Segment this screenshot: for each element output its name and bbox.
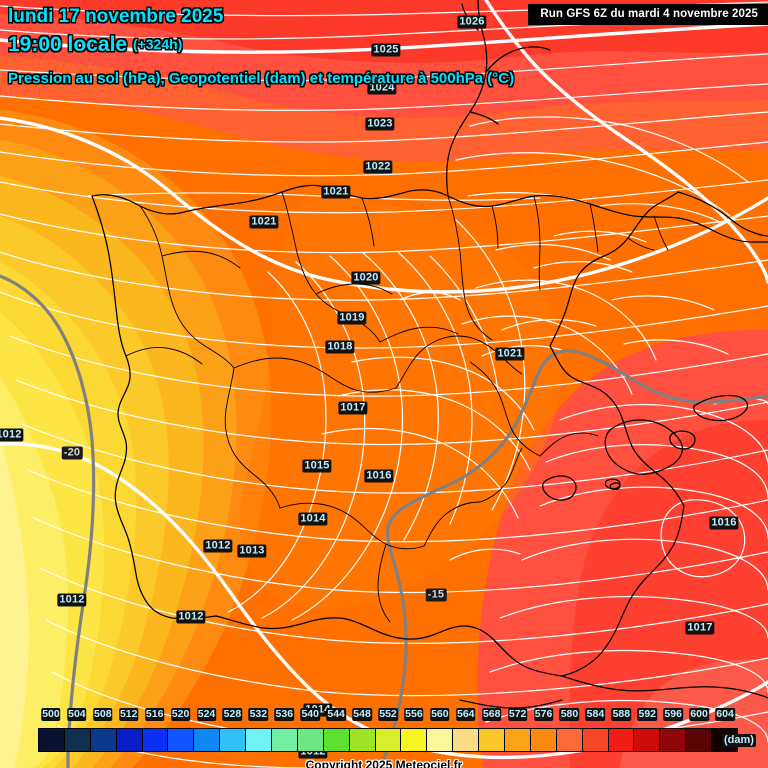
colorbar-tick: 560	[430, 708, 450, 721]
colorbar-tick: 568	[481, 708, 502, 721]
colorbar-swatch	[39, 729, 65, 751]
colorbar-swatch	[427, 729, 454, 751]
isobar-label: 1026	[457, 15, 487, 29]
colorbar-tick: 508	[93, 708, 113, 721]
colorbar-tick: 576	[533, 708, 554, 721]
colorbar-tick: 504	[67, 708, 87, 721]
colorbar-swatch	[246, 729, 273, 751]
isobar-label: 1018	[325, 340, 355, 354]
isobar-label: 1019	[337, 311, 367, 325]
colorbar-swatch	[116, 729, 143, 751]
isobar-label: 1013	[237, 544, 267, 558]
colorbar-tick: 520	[170, 708, 191, 721]
colorbar-tick: 516	[144, 708, 165, 721]
isobar-label: 1023	[365, 117, 395, 131]
parameters-line: Pression au sol (hPa), Geopotentiel (dam…	[8, 70, 515, 87]
colorbar-swatch	[556, 729, 583, 751]
isobar-label: 1021	[495, 347, 525, 361]
colorbar-swatch	[479, 729, 506, 751]
colorbar-tick: 584	[585, 708, 606, 721]
isobar-label: 1016	[709, 516, 739, 530]
colorbar-tick: 552	[378, 708, 398, 721]
colorbar-swatch	[168, 729, 195, 751]
colorbar-swatch	[530, 729, 557, 751]
isobar-label: 1017	[685, 621, 715, 635]
colorbar-tick: 580	[559, 708, 580, 721]
colorbar-swatch	[686, 729, 713, 751]
isobar-label: 1012	[203, 539, 233, 553]
colorbar-tick: 572	[507, 708, 528, 721]
colorbar-swatch	[660, 729, 687, 751]
colorbar-swatch	[297, 729, 324, 751]
isobar-label: 1012	[57, 593, 87, 607]
colorbar-tick: 604	[715, 708, 735, 721]
colorbar-swatch	[142, 729, 169, 751]
isobar-label: 1012	[176, 610, 206, 624]
colorbar-swatch	[582, 729, 609, 751]
colorbar-tick: 564	[456, 708, 476, 721]
temperature-zone-iberia-interior	[239, 199, 562, 610]
geopotential-label: -15	[425, 588, 447, 602]
colorbar-tick: 592	[637, 708, 658, 721]
colorbar-tick: 524	[196, 708, 217, 721]
colorbar-tick: 548	[352, 708, 372, 721]
colorbar-tick: 532	[248, 708, 269, 721]
geopotential-label: -20	[61, 446, 83, 460]
isobar-label: 1024	[367, 81, 397, 95]
colorbar-swatch	[401, 729, 428, 751]
isobar-label: 1014	[298, 512, 328, 526]
colorbar-swatch	[90, 729, 117, 751]
isobar-label: 1012	[0, 428, 24, 442]
isobar-label: 1021	[249, 215, 279, 229]
colorbar-swatch	[323, 729, 350, 751]
colorbar-swatch	[349, 729, 376, 751]
isobar-label: 1016	[364, 469, 394, 483]
forecast-date-line: lundi 17 novembre 2025	[8, 6, 224, 27]
colorbar-tick: 596	[663, 708, 683, 721]
colorbar-tick: 512	[118, 708, 139, 721]
isobar-label: 1025	[371, 43, 401, 57]
isobar-label: 1017	[338, 401, 368, 415]
forecast-offset: (+324h)	[132, 36, 183, 52]
colorbar-tick: 536	[274, 708, 295, 721]
colorbar-tick-labels: 500 504 508 512 516 520 524 528 532 536 540 544 548 5…	[38, 708, 738, 726]
colorbar-swatch	[505, 729, 531, 751]
colorbar-tick: 528	[222, 708, 243, 721]
isobar-label: 1022	[363, 160, 393, 174]
colorbar-swatch	[194, 729, 221, 751]
forecast-time-line: 19:00 locale (+324h)	[8, 33, 182, 57]
colorbar-tick: 544	[326, 708, 346, 721]
colorbar-tick: 600	[689, 708, 709, 721]
colorbar-tick: 556	[404, 708, 424, 721]
temperature-band-transition-top	[0, 56, 768, 162]
isobar-label: 1020	[351, 271, 381, 285]
colorbar-swatches	[38, 728, 738, 752]
colorbar-swatch	[608, 729, 635, 751]
colorbar-swatch	[375, 729, 402, 751]
forecast-time: 19:00 locale	[8, 33, 128, 56]
colorbar-unit-label: (dam)	[722, 734, 756, 747]
colorbar-swatch	[272, 729, 298, 751]
isobar-label: 1021	[321, 185, 351, 199]
isobar-label: 1015	[302, 459, 332, 473]
colorbar-swatch	[220, 729, 247, 751]
colorbar-swatch	[453, 729, 480, 751]
colorbar-swatch	[64, 729, 91, 751]
copyright-text: Copyright 2025 Meteociel.fr	[305, 758, 463, 768]
temperature-band-atlantic-8	[0, 436, 29, 768]
colorbar-tick: 588	[611, 708, 632, 721]
colorbar: 500 504 508 512 516 520 524 528 532 536 540 544 548 5…	[0, 708, 768, 768]
colorbar-swatch	[634, 729, 661, 751]
model-run-badge: Run GFS 6Z du mardi 4 novembre 2025	[528, 4, 768, 25]
colorbar-tick: 540	[300, 708, 320, 721]
colorbar-tick: 500	[41, 708, 61, 721]
